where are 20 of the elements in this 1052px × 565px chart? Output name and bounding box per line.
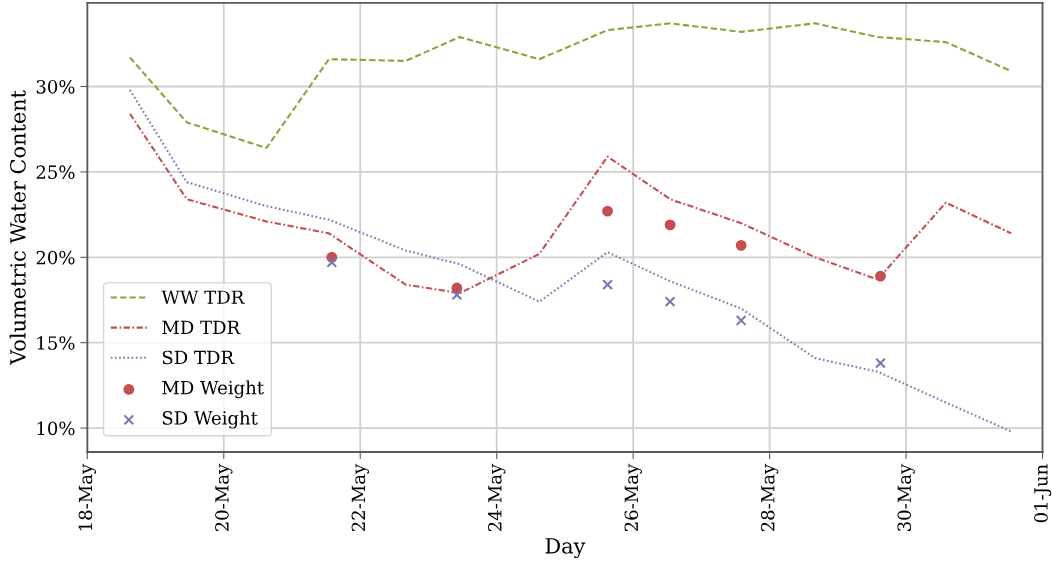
y-tick-label: 25% <box>36 165 75 180</box>
legend-label: MD TDR <box>162 320 241 334</box>
y-tick-label: 15% <box>37 336 75 350</box>
y-tick-label: 10% <box>37 421 75 436</box>
legend-label: SD Weight <box>162 410 258 429</box>
y-tick-label: 30% <box>36 79 75 94</box>
x-tick-label: 01-Jun <box>1034 464 1052 523</box>
x-tick-label: 30-May <box>897 463 915 531</box>
x-tick-label: 22-May <box>351 463 369 532</box>
y-axis-title: Volumetric Water Content <box>9 90 26 366</box>
x-axis-title: Day <box>545 538 586 559</box>
legend-label: MD Weight <box>162 380 264 399</box>
legend-label: WW TDR <box>161 290 245 304</box>
legend-label: SD TDR <box>162 350 235 365</box>
x-tick-label: 20-May <box>215 463 233 532</box>
x-tick-label: 26-May <box>624 463 642 532</box>
x-tick-label: 18-May <box>78 463 97 531</box>
x-tick-label: 24-May <box>488 463 506 532</box>
x-tick-label: 28-May <box>760 463 779 532</box>
y-tick-label: 20% <box>36 250 75 265</box>
